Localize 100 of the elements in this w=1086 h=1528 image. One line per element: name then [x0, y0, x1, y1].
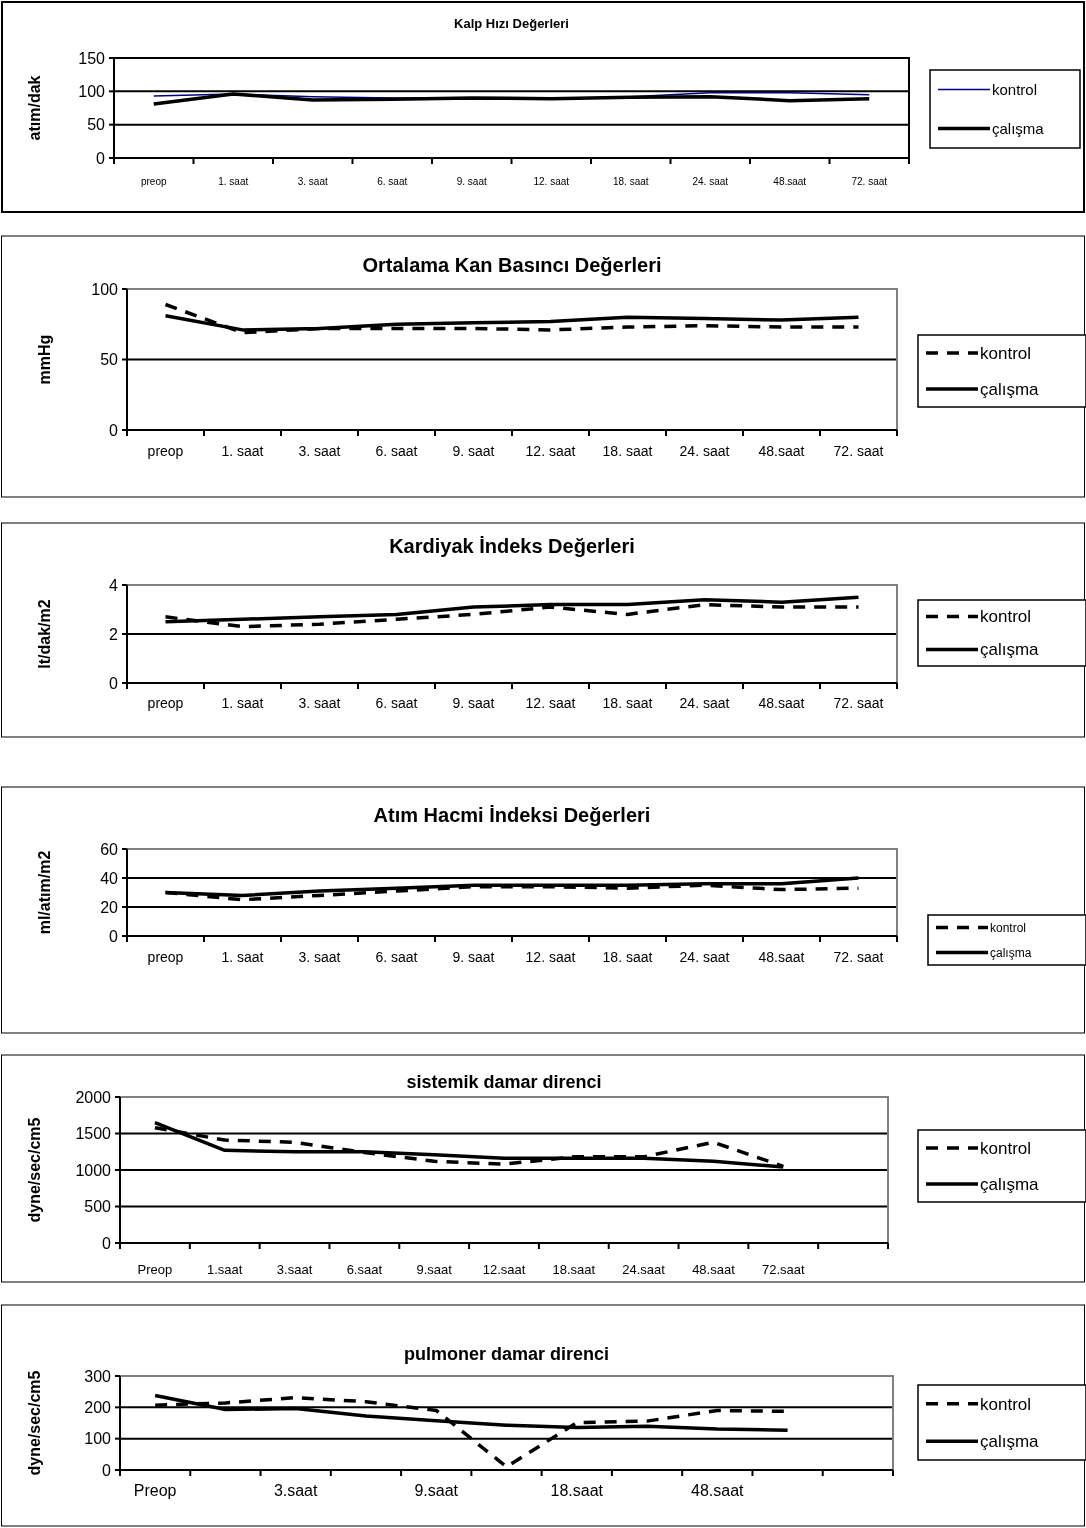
- x-tick-label: 18.saat: [550, 1482, 604, 1499]
- x-tick-label: 24. saat: [679, 949, 730, 965]
- y-tick-label: 50: [100, 351, 119, 369]
- x-tick-label: 3. saat: [298, 695, 341, 711]
- x-tick-label: 6. saat: [375, 949, 418, 965]
- x-tick-label: 6. saat: [375, 443, 418, 459]
- y-tick-label: 20: [100, 898, 119, 916]
- legend-label: çalışma: [980, 640, 1040, 660]
- y-tick-label: 0: [102, 1234, 112, 1252]
- x-tick-label: 18. saat: [602, 443, 653, 459]
- x-tick-label: Preop: [133, 1482, 177, 1499]
- y-tick-label: 0: [109, 927, 119, 945]
- x-tick-label: 24.saat: [622, 1262, 666, 1277]
- y-tick-label: 0: [102, 1461, 112, 1479]
- y-tick-label: 100: [84, 1430, 112, 1448]
- x-tick-label: 18. saat: [602, 695, 653, 711]
- y-tick-label: 60: [100, 840, 119, 858]
- x-tick-label: 24. saat: [692, 176, 729, 187]
- x-tick-label: 3.saat: [273, 1482, 319, 1499]
- y-tick-label: 200: [84, 1398, 112, 1416]
- x-tick-label: 12. saat: [525, 443, 576, 459]
- y-tick-label: 0: [109, 421, 119, 439]
- x-tick-label: 9. saat: [452, 695, 495, 711]
- y-axis-title: dyne/sec/cm5: [26, 1370, 43, 1476]
- legend-label: kontrol: [990, 920, 1027, 935]
- chart-title: Ortalama Kan Basıncı Değerleri: [362, 254, 662, 276]
- x-tick-label: preop: [140, 176, 167, 187]
- x-tick-label: Preop: [137, 1262, 173, 1277]
- y-tick-label: 150: [78, 49, 106, 67]
- legend-label: çalışma: [992, 119, 1045, 137]
- x-tick-label: 1. saat: [221, 695, 264, 711]
- legend-label: çalışma: [980, 379, 1040, 399]
- y-axis-title: mmHg: [36, 334, 53, 385]
- y-axis-title: atım/dak: [26, 75, 43, 141]
- legend-label: çalışma: [990, 945, 1032, 960]
- x-tick-label: 12. saat: [525, 949, 576, 965]
- x-tick-label: 1. saat: [218, 176, 249, 187]
- x-tick-label: 1.saat: [207, 1262, 243, 1277]
- x-tick-label: 72. saat: [833, 949, 884, 965]
- x-tick-label: preop: [147, 695, 184, 711]
- x-tick-label: 3. saat: [298, 949, 341, 965]
- x-tick-label: 18. saat: [602, 949, 653, 965]
- x-tick-label: 18.saat: [552, 1262, 596, 1277]
- y-tick-label: 4: [109, 576, 119, 594]
- x-tick-label: 24. saat: [679, 443, 730, 459]
- y-axis-title: ml/atım/m2: [36, 850, 53, 935]
- y-tick-label: 500: [84, 1198, 112, 1216]
- x-tick-label: 3. saat: [298, 443, 341, 459]
- legend-label: kontrol: [980, 1138, 1032, 1158]
- x-tick-label: 1. saat: [221, 949, 264, 965]
- x-tick-label: 9.saat: [416, 1262, 453, 1277]
- x-tick-label: 3.saat: [276, 1262, 313, 1277]
- x-tick-label: 18. saat: [612, 176, 649, 187]
- x-tick-label: 72. saat: [833, 443, 884, 459]
- x-tick-label: 24. saat: [679, 695, 730, 711]
- y-axis-title: lt/dak/m2: [36, 599, 53, 669]
- legend-label: kontrol: [980, 607, 1032, 627]
- x-tick-label: 6. saat: [375, 695, 418, 711]
- y-tick-label: 2: [109, 625, 119, 643]
- x-tick-label: 9.saat: [414, 1482, 459, 1499]
- legend-label: kontrol: [980, 1394, 1032, 1414]
- y-tick-label: 2000: [75, 1088, 112, 1106]
- x-tick-label: preop: [147, 443, 184, 459]
- y-tick-label: 300: [84, 1367, 112, 1385]
- chart-title: Kardiyak İndeks Değerleri: [389, 535, 635, 557]
- y-tick-label: 100: [78, 82, 106, 100]
- y-tick-label: 50: [87, 116, 106, 134]
- x-tick-label: 9. saat: [452, 443, 495, 459]
- y-tick-label: 1500: [75, 1125, 112, 1143]
- x-tick-label: 6. saat: [377, 176, 408, 187]
- x-tick-label: 48.saat: [758, 443, 805, 459]
- chart-title: Kalp Hızı Değerleri: [454, 16, 569, 31]
- x-tick-label: 72.saat: [761, 1262, 805, 1277]
- chart-title: pulmoner damar direnci: [403, 1344, 610, 1364]
- x-tick-label: 12. saat: [533, 176, 570, 187]
- legend-label: kontrol: [992, 80, 1038, 98]
- x-tick-label: 72. saat: [851, 176, 888, 187]
- y-tick-label: 0: [109, 674, 119, 692]
- x-tick-label: 48.saat: [691, 1482, 745, 1499]
- x-tick-label: 9. saat: [452, 949, 495, 965]
- x-tick-label: 9. saat: [456, 176, 487, 187]
- legend-label: çalışma: [980, 1432, 1040, 1452]
- chart-title: sistemik damar direnci: [406, 1072, 602, 1092]
- y-tick-label: 1000: [75, 1161, 112, 1179]
- y-axis-title: dyne/sec/cm5: [26, 1117, 43, 1223]
- chart-title: Atım Hacmi İndeksi Değerleri: [373, 804, 651, 826]
- x-tick-label: 3. saat: [297, 176, 328, 187]
- x-tick-label: 48.saat: [758, 695, 805, 711]
- x-tick-label: 6.saat: [346, 1262, 383, 1277]
- y-tick-label: 40: [100, 869, 119, 887]
- x-tick-label: 12.saat: [482, 1262, 526, 1277]
- legend-label: çalışma: [980, 1174, 1040, 1194]
- legend-label: kontrol: [980, 343, 1032, 363]
- x-tick-label: 12. saat: [525, 695, 576, 711]
- x-tick-label: 48.saat: [773, 176, 807, 187]
- y-tick-label: 0: [96, 149, 106, 167]
- x-tick-label: preop: [147, 949, 184, 965]
- x-tick-label: 72. saat: [833, 695, 884, 711]
- y-tick-label: 100: [91, 280, 119, 298]
- x-tick-label: 1. saat: [221, 443, 264, 459]
